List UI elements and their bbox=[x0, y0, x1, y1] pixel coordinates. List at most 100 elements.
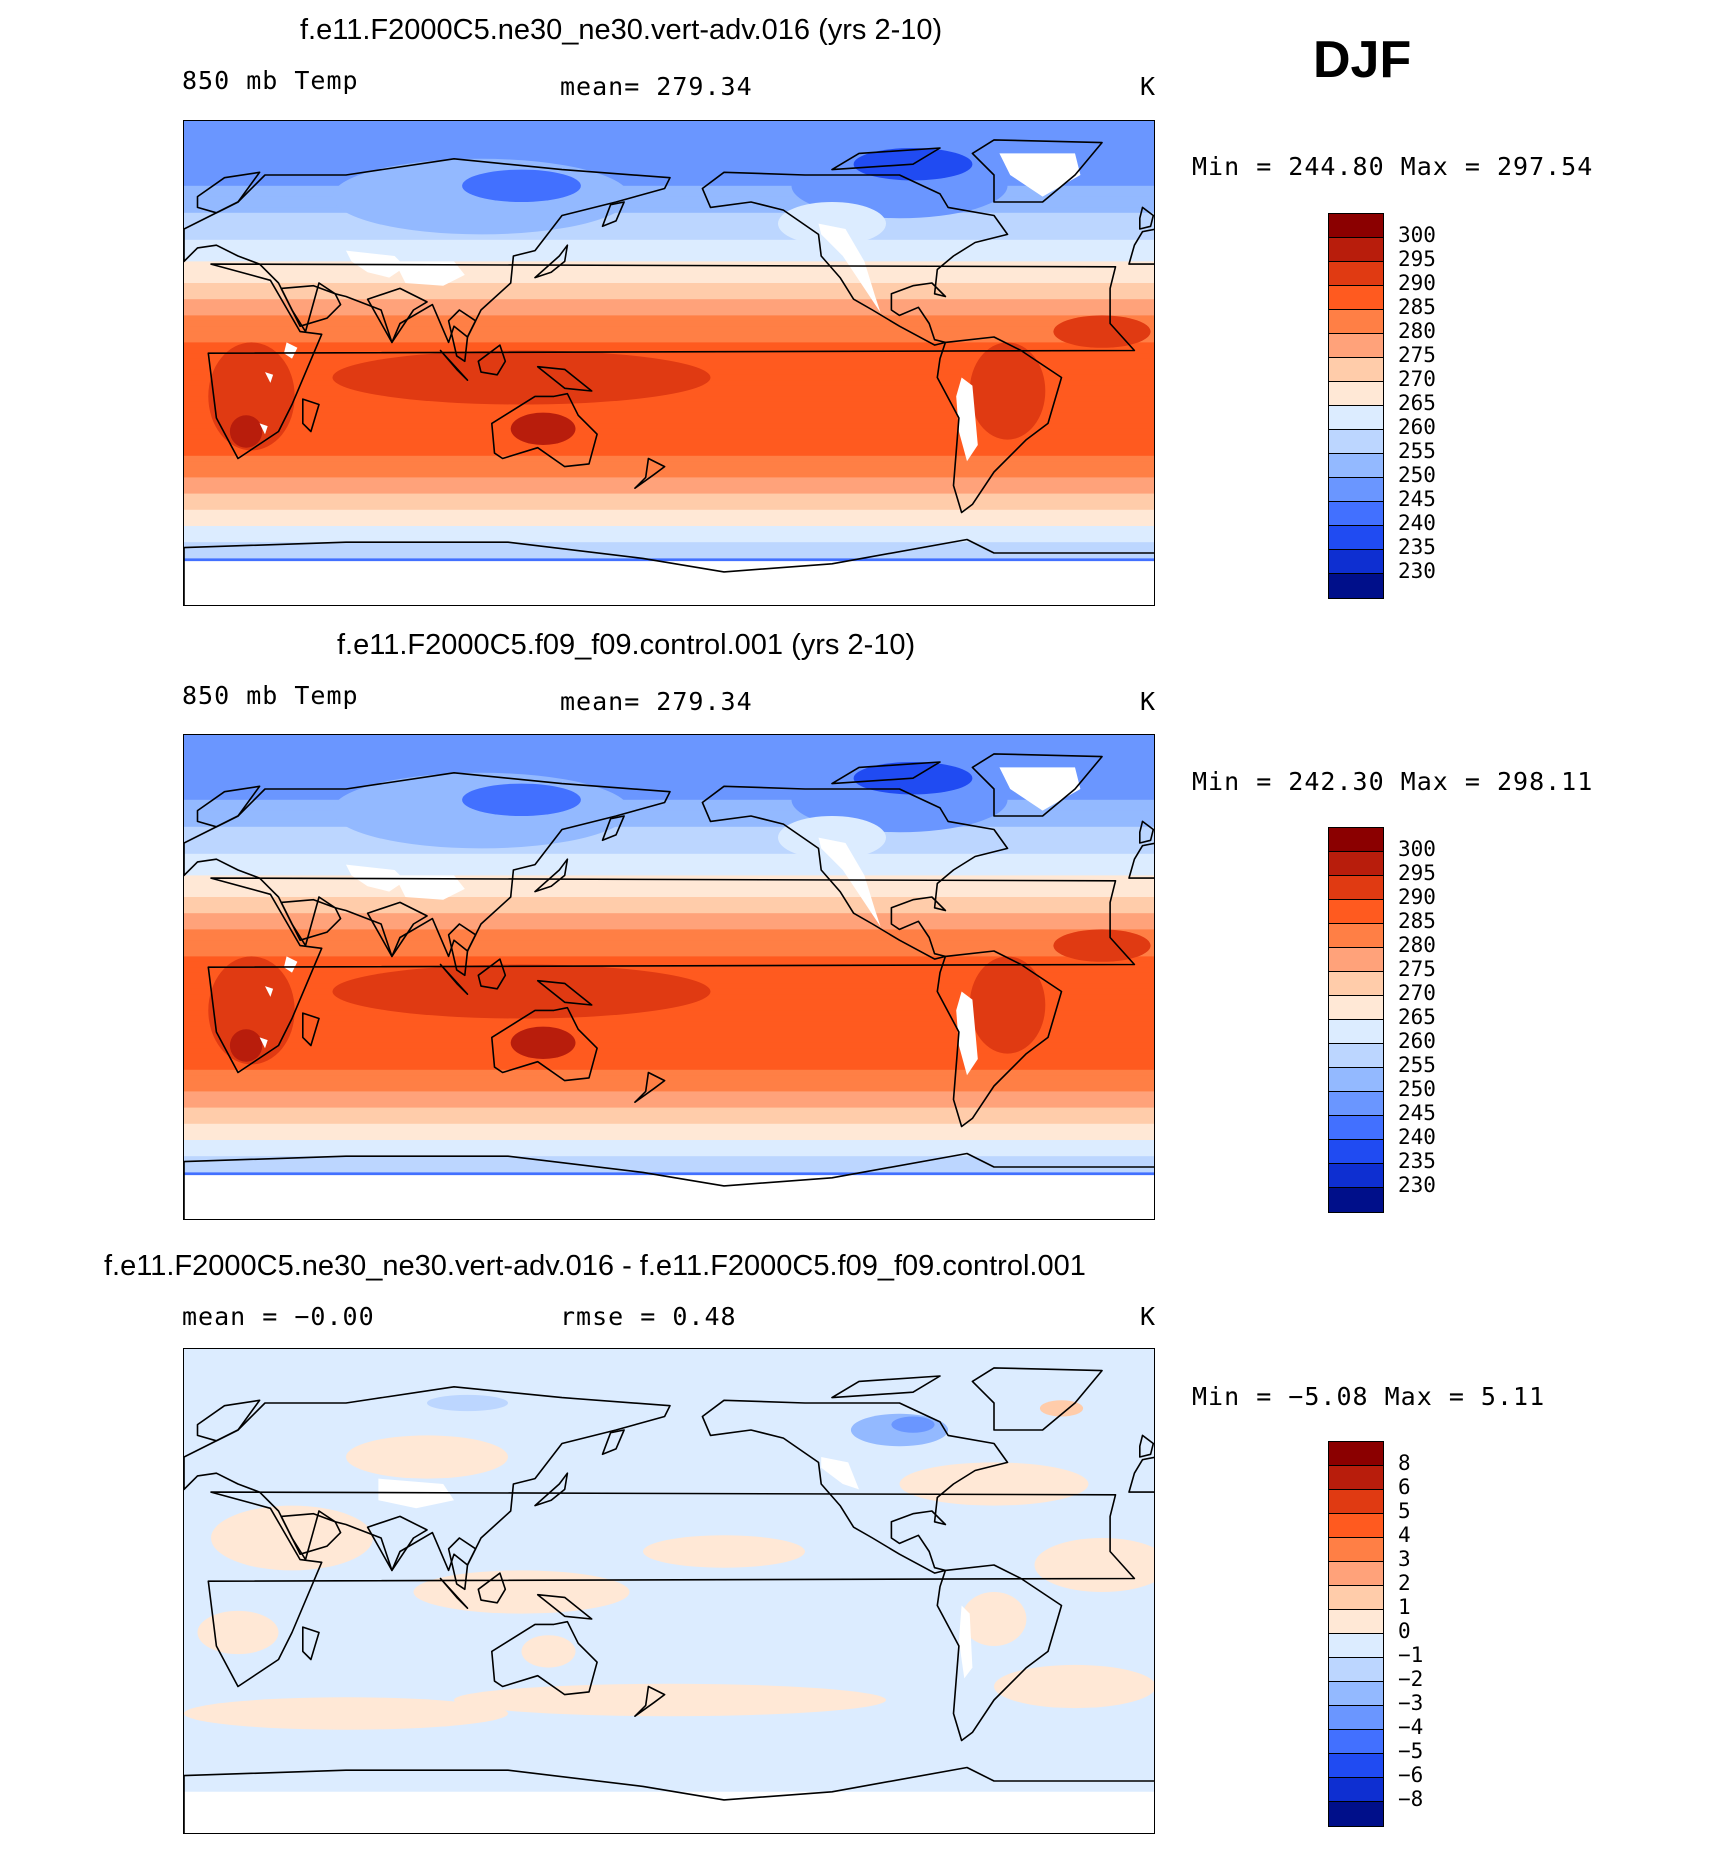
colorbar-level-label: 280 bbox=[1398, 319, 1436, 343]
australia-hot bbox=[510, 412, 576, 445]
colorbar-level-label: −5 bbox=[1398, 1739, 1424, 1763]
temperature-band bbox=[184, 536, 1154, 543]
colorbar-level-label: 250 bbox=[1398, 463, 1436, 487]
coastline bbox=[601, 815, 625, 842]
coastline bbox=[701, 171, 1009, 346]
positive-anomaly bbox=[413, 1570, 630, 1614]
positive-anomaly bbox=[899, 1462, 1089, 1506]
panel-1-map bbox=[183, 120, 1155, 606]
temperature-band bbox=[184, 396, 1154, 403]
coastline bbox=[366, 1515, 428, 1572]
colorbar-level-label: −3 bbox=[1398, 1691, 1424, 1715]
temperature-band bbox=[184, 353, 1154, 360]
temperature-band bbox=[184, 1080, 1154, 1087]
colorbar-swatch bbox=[1329, 1706, 1383, 1730]
temperature-band bbox=[184, 940, 1154, 947]
temperature-band bbox=[184, 212, 1154, 219]
coastline bbox=[701, 1399, 1009, 1574]
coastline bbox=[302, 1012, 320, 1047]
panel-3-minmax-label: Min = −5.08 Max = 5.11 bbox=[1192, 1382, 1546, 1411]
colorbar-level-label: 270 bbox=[1398, 367, 1436, 391]
coastline bbox=[490, 1006, 598, 1082]
temperature-band bbox=[184, 859, 1154, 866]
missing-data-region bbox=[265, 372, 274, 383]
temperature-band bbox=[184, 472, 1154, 478]
coastline bbox=[366, 287, 428, 344]
temperature-band bbox=[184, 520, 1154, 527]
temperature-band bbox=[184, 131, 1154, 138]
colorbar-level-label: 255 bbox=[1398, 439, 1436, 463]
temperature-band bbox=[184, 891, 1154, 898]
colorbar-swatch bbox=[1329, 502, 1383, 526]
temperature-band bbox=[184, 913, 1154, 920]
temperature-band bbox=[184, 1010, 1154, 1017]
temperature-band bbox=[184, 1015, 1154, 1022]
temperature-band bbox=[184, 751, 1154, 758]
colorbar-level-label: 285 bbox=[1398, 909, 1436, 933]
colorbar-swatch bbox=[1329, 852, 1383, 876]
colorbar-swatch bbox=[1329, 238, 1383, 262]
diff-background bbox=[184, 1349, 1154, 1833]
colorbar-swatch bbox=[1329, 1466, 1383, 1490]
coastline bbox=[1128, 842, 1154, 879]
colorbar-swatch bbox=[1329, 1164, 1383, 1188]
temperature-band bbox=[184, 191, 1154, 198]
colorbar-swatch bbox=[1329, 1490, 1383, 1514]
temperature-band bbox=[184, 256, 1154, 262]
coastline bbox=[207, 263, 1136, 460]
temperature-band bbox=[184, 853, 1154, 860]
temperature-band bbox=[184, 1140, 1154, 1146]
temperature-band bbox=[184, 488, 1154, 495]
temperature-band bbox=[184, 272, 1154, 279]
temperature-band bbox=[184, 164, 1154, 171]
temperature-band bbox=[184, 1113, 1154, 1119]
colorbar-level-label: 3 bbox=[1398, 1547, 1411, 1571]
missing-data-region bbox=[184, 561, 1154, 605]
colorbar-level-label: 265 bbox=[1398, 391, 1436, 415]
temperature-band bbox=[184, 218, 1154, 225]
temperature-band bbox=[184, 482, 1154, 489]
atlantic-warm bbox=[1053, 929, 1151, 962]
colorbar-level-label: 255 bbox=[1398, 1053, 1436, 1077]
temperature-band bbox=[184, 434, 1154, 441]
temperature-band bbox=[184, 196, 1154, 203]
samerica-warm bbox=[969, 342, 1046, 440]
temperature-band bbox=[184, 783, 1154, 790]
temperature-band bbox=[184, 1069, 1154, 1076]
coastline bbox=[831, 1375, 941, 1399]
colorbar-level-label: 1 bbox=[1398, 1595, 1411, 1619]
colorbar-swatch bbox=[1329, 526, 1383, 550]
australia-hot bbox=[510, 1026, 576, 1059]
coastline bbox=[366, 901, 428, 958]
warm-pool bbox=[332, 964, 711, 1019]
temperature-band bbox=[184, 158, 1154, 165]
temperature-band bbox=[184, 951, 1154, 957]
temperature-band bbox=[184, 547, 1154, 554]
namerica-cool bbox=[778, 816, 886, 860]
coastline bbox=[280, 284, 342, 327]
temperature-band bbox=[184, 762, 1154, 768]
colorbar-level-label: 260 bbox=[1398, 415, 1436, 439]
temperature-band bbox=[184, 153, 1154, 160]
temperature-band bbox=[184, 864, 1154, 871]
temperature-band bbox=[184, 816, 1154, 822]
colorbar-level-label: 285 bbox=[1398, 295, 1436, 319]
colorbar-level-label: 230 bbox=[1398, 1173, 1436, 1197]
colorbar-swatch bbox=[1329, 382, 1383, 406]
temperature-band bbox=[184, 810, 1154, 817]
panel-2-unit-label: K bbox=[1140, 687, 1157, 716]
siberia-coldest bbox=[462, 169, 581, 202]
temperature-band bbox=[184, 293, 1154, 300]
temperature-band bbox=[184, 504, 1154, 511]
temperature-band bbox=[184, 1134, 1154, 1141]
colorbar-swatch bbox=[1329, 1116, 1383, 1140]
coastline bbox=[1138, 820, 1154, 844]
positive-anomaly bbox=[346, 1435, 508, 1479]
temperature-band bbox=[184, 934, 1154, 941]
temperature-band bbox=[184, 283, 1154, 289]
temperature-band bbox=[184, 407, 1154, 414]
panel-2-variable-label: 850 mb Temp bbox=[182, 681, 359, 710]
colorbar-swatch bbox=[1329, 1068, 1383, 1092]
missing-data-region bbox=[394, 261, 465, 286]
colorbar-level-label: 300 bbox=[1398, 837, 1436, 861]
